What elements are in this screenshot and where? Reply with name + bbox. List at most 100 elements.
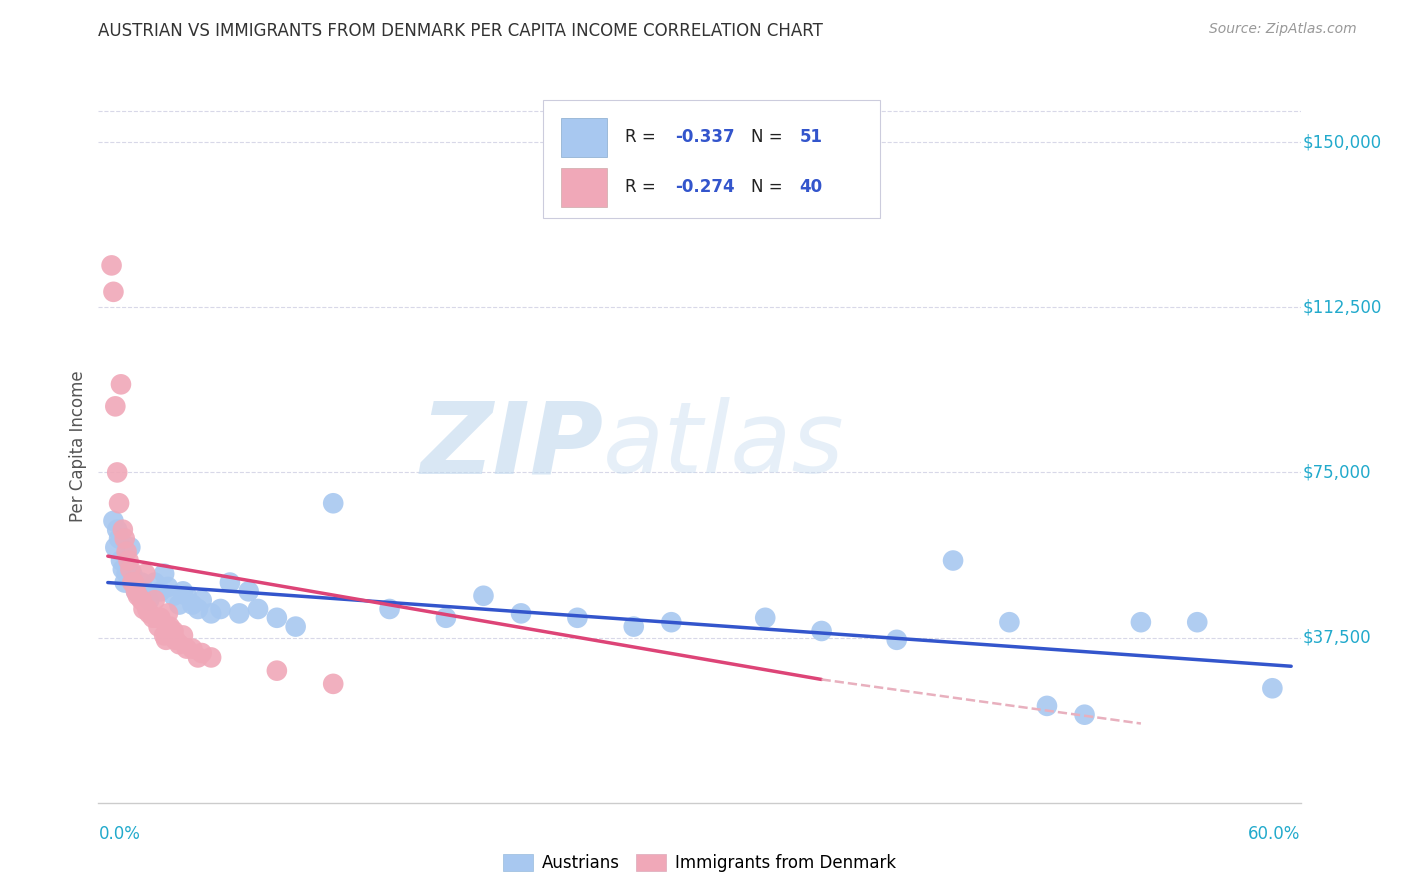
Point (103, 514, 125, 528)
Text: atlas: atlas (603, 398, 845, 494)
Point (156, 580, 179, 594)
Text: $150,000: $150,000 (1303, 133, 1382, 151)
Text: 0.0%: 0.0% (98, 825, 141, 843)
Point (266, 664, 288, 678)
Point (998, 615, 1021, 630)
Point (121, 566, 143, 581)
Point (125, 584, 148, 599)
Point (103, 285, 125, 299)
Point (167, 637, 190, 651)
Y-axis label: Per Capita Income: Per Capita Income (69, 370, 87, 522)
Point (238, 584, 260, 599)
Point (1073, 707, 1095, 722)
Text: $75,000: $75,000 (1303, 464, 1371, 482)
Point (886, 632, 908, 647)
Point (810, 624, 832, 638)
Point (114, 532, 136, 546)
Point (105, 466, 128, 480)
Text: ZIP: ZIP (420, 398, 603, 494)
Text: 60.0%: 60.0% (1249, 825, 1301, 843)
Point (284, 619, 307, 633)
Point (149, 584, 172, 599)
Text: N =: N = (751, 178, 787, 196)
Point (1036, 698, 1059, 713)
Point (1129, 615, 1152, 630)
Point (190, 646, 212, 660)
Point (181, 598, 204, 612)
Legend: Austrians, Immigrants from Denmark: Austrians, Immigrants from Denmark (495, 846, 904, 880)
Point (434, 611, 457, 625)
Point (125, 584, 148, 599)
Point (100, 259, 122, 273)
Point (115, 545, 138, 559)
Text: $37,500: $37,500 (1303, 629, 1372, 647)
Point (132, 602, 155, 616)
Point (181, 641, 204, 656)
Point (153, 566, 176, 581)
Point (159, 619, 181, 633)
Point (322, 677, 344, 691)
Point (162, 624, 184, 638)
Point (108, 532, 131, 546)
Point (1261, 681, 1284, 696)
Point (176, 589, 198, 603)
FancyBboxPatch shape (561, 168, 607, 207)
Point (176, 641, 198, 656)
Point (156, 607, 179, 621)
Point (148, 619, 170, 633)
Point (134, 566, 156, 581)
Point (108, 496, 131, 510)
Point (120, 562, 142, 576)
Text: 51: 51 (799, 128, 823, 146)
Point (219, 575, 242, 590)
Point (200, 650, 222, 665)
Text: R =: R = (624, 128, 661, 146)
Point (117, 553, 139, 567)
Point (114, 575, 136, 590)
Point (143, 593, 166, 607)
Text: $112,500: $112,500 (1303, 298, 1382, 317)
Point (153, 628, 176, 642)
Point (167, 598, 190, 612)
Point (115, 566, 138, 581)
Point (228, 607, 250, 621)
Point (134, 589, 156, 603)
Point (172, 584, 194, 599)
Point (121, 575, 143, 590)
Point (378, 602, 401, 616)
Point (110, 553, 132, 567)
Point (110, 377, 132, 392)
Text: Source: ZipAtlas.com: Source: ZipAtlas.com (1209, 22, 1357, 37)
Point (190, 593, 212, 607)
Point (1187, 615, 1209, 630)
Point (172, 628, 194, 642)
Point (155, 632, 177, 647)
Point (136, 602, 159, 616)
Point (510, 607, 533, 621)
Text: -0.274: -0.274 (675, 178, 735, 196)
Point (111, 562, 134, 576)
Point (567, 611, 589, 625)
Point (143, 575, 166, 590)
Point (942, 553, 965, 567)
Point (138, 607, 160, 621)
Point (322, 496, 344, 510)
Text: R =: R = (624, 178, 661, 196)
Point (162, 589, 184, 603)
Point (131, 593, 153, 607)
Point (122, 575, 145, 590)
FancyBboxPatch shape (543, 100, 880, 218)
Point (659, 615, 682, 630)
Point (200, 607, 222, 621)
Point (247, 602, 270, 616)
Point (149, 611, 172, 625)
Point (111, 523, 134, 537)
Point (754, 611, 776, 625)
Text: -0.337: -0.337 (675, 128, 735, 146)
Point (105, 523, 128, 537)
Point (165, 632, 187, 647)
Point (145, 611, 167, 625)
Point (266, 611, 288, 625)
Point (104, 400, 127, 414)
Point (120, 541, 142, 555)
